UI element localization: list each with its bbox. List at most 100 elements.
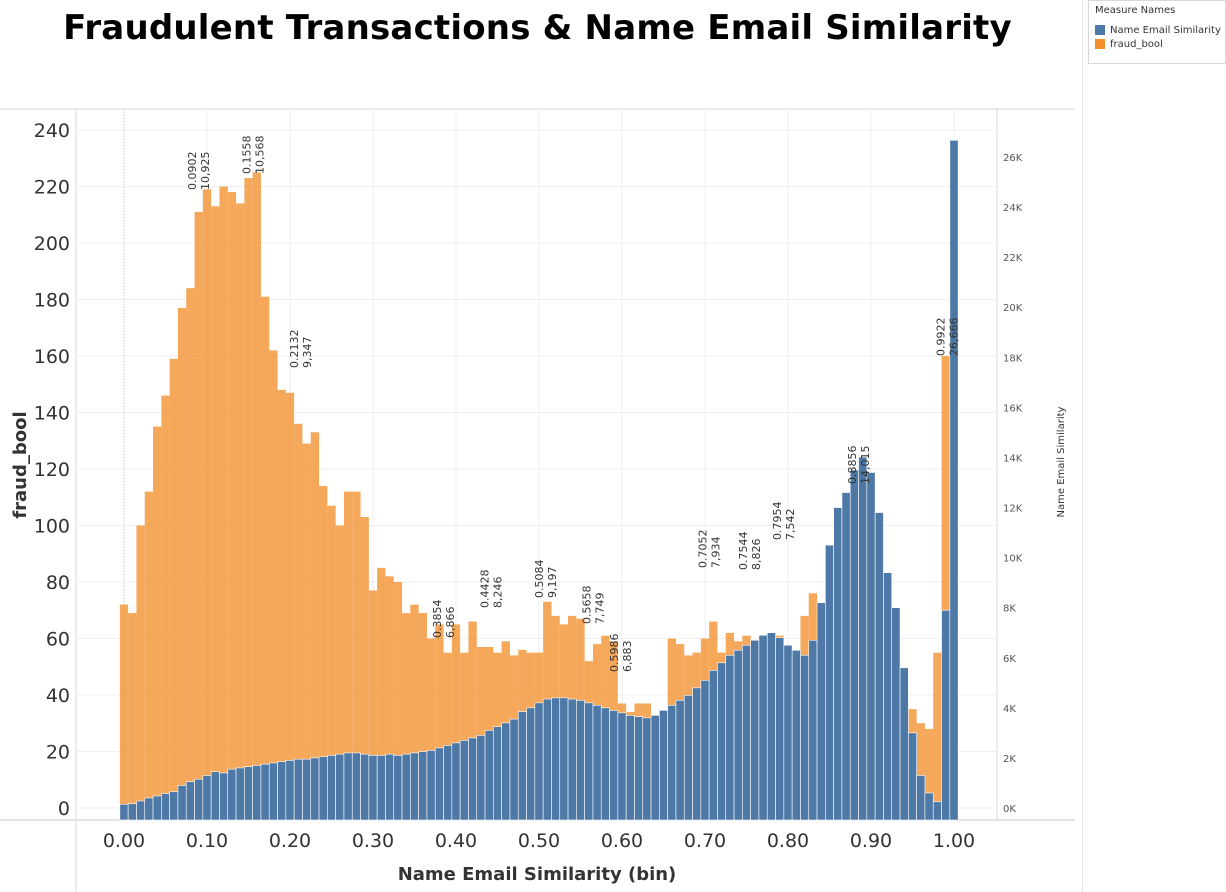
bar-name-email-similarity xyxy=(584,702,594,821)
data-label: 0.7954 xyxy=(771,502,784,541)
bar-fraud-bool xyxy=(393,582,403,820)
bar-fraud-bool xyxy=(194,211,203,821)
bar-name-email-similarity xyxy=(708,669,718,821)
bar-name-email-similarity xyxy=(891,607,901,821)
data-label: 0.7544 xyxy=(737,532,750,571)
bar-fraud-bool xyxy=(302,443,311,820)
bar-fraud-bool xyxy=(426,638,436,820)
data-label: 0.3854 xyxy=(431,600,444,639)
bar-fraud-bool xyxy=(335,525,344,820)
bar-fraud-bool xyxy=(941,356,950,820)
bar-fraud-bool xyxy=(153,426,162,821)
data-label: 0.2132 xyxy=(288,330,301,369)
bar-name-email-similarity xyxy=(310,757,320,821)
bar-name-email-similarity xyxy=(169,791,179,821)
chart-title: Fraudulent Transactions & Name Email Sim… xyxy=(63,8,1012,48)
bar-name-email-similarity xyxy=(659,710,668,821)
bar-fraud-bool xyxy=(136,525,145,820)
legend-item-name-email-similarity[interactable]: Name Email Similarity xyxy=(1089,23,1225,37)
y-left-tick-label: 120 xyxy=(34,459,70,481)
bar-name-email-similarity xyxy=(849,469,859,821)
bar-name-email-similarity xyxy=(210,771,220,821)
data-label: 8,826 xyxy=(750,539,763,571)
data-label: 6,866 xyxy=(444,607,457,639)
bar-name-email-similarity xyxy=(600,707,610,821)
y-right-tick-label: 4K xyxy=(1003,704,1016,715)
bar-name-email-similarity xyxy=(742,644,751,821)
bar-name-email-similarity xyxy=(252,765,262,821)
y-right-tick-label: 2K xyxy=(1003,754,1016,765)
bar-name-email-similarity xyxy=(277,761,287,821)
legend-title: Measure Names xyxy=(1095,5,1176,16)
bar-fraud-bool xyxy=(269,350,278,820)
bar-name-email-similarity xyxy=(177,785,187,821)
y-left-tick-label: 180 xyxy=(34,290,70,312)
bar-fraud-bool xyxy=(327,505,336,820)
data-label: 6,883 xyxy=(621,641,634,673)
bar-fraud-bool xyxy=(402,613,411,820)
bar-fraud-bool xyxy=(418,613,427,820)
bar-name-email-similarity xyxy=(385,753,395,821)
y-right-tick-label: 18K xyxy=(1003,353,1023,364)
data-label: 0.5986 xyxy=(608,634,621,673)
bar-name-email-similarity xyxy=(866,472,876,821)
bar-name-email-similarity xyxy=(368,755,378,821)
bar-name-email-similarity xyxy=(161,793,170,821)
legend-item-fraud-bool[interactable]: fraud_bool xyxy=(1089,37,1225,51)
y-right-axis-title: Name Email Similarity xyxy=(1056,406,1067,517)
bar-name-email-similarity xyxy=(185,781,195,821)
bar-fraud-bool xyxy=(186,288,195,820)
x-axis-title: Name Email Similarity (bin) xyxy=(398,864,677,885)
bar-name-email-similarity xyxy=(501,722,511,821)
legend-label: Name Email Similarity xyxy=(1110,24,1221,36)
bar-name-email-similarity xyxy=(675,700,685,821)
bar-name-email-similarity xyxy=(949,140,959,821)
bar-name-email-similarity xyxy=(692,687,702,821)
bar-fraud-bool xyxy=(460,652,469,821)
y-right-tick-label: 24K xyxy=(1003,203,1023,214)
y-right-tick-label: 20K xyxy=(1003,303,1023,314)
bar-name-email-similarity xyxy=(235,767,245,821)
bar-fraud-bool xyxy=(352,491,361,820)
x-tick-label: 0.70 xyxy=(684,830,726,852)
bar-name-email-similarity xyxy=(434,747,444,821)
data-label: 9,347 xyxy=(301,337,314,369)
y-left-tick-label: 0 xyxy=(58,798,70,820)
bar-fraud-bool xyxy=(285,392,295,820)
panel-divider xyxy=(1082,0,1083,892)
bar-name-email-similarity xyxy=(650,715,660,821)
bar-name-email-similarity xyxy=(443,745,453,821)
bar-name-email-similarity xyxy=(509,718,519,821)
bar-fraud-bool xyxy=(161,395,170,820)
bar-name-email-similarity xyxy=(833,507,843,821)
series-name-email-similarity xyxy=(119,140,959,821)
bar-name-email-similarity xyxy=(268,762,278,821)
x-tick-label: 0.90 xyxy=(850,830,892,852)
bar-fraud-bool xyxy=(443,652,452,821)
bar-name-email-similarity xyxy=(551,697,561,821)
bar-name-email-similarity xyxy=(567,698,577,821)
legend[interactable]: Measure Names Name Email Similarity frau… xyxy=(1088,0,1226,64)
bar-name-email-similarity xyxy=(293,758,303,821)
bar-name-email-similarity xyxy=(683,695,693,821)
bar-name-email-similarity xyxy=(335,753,345,821)
bar-fraud-bool xyxy=(294,423,303,820)
y-right-tick-label: 8K xyxy=(1003,604,1016,615)
bar-name-email-similarity xyxy=(476,735,486,821)
y-left-tick-label: 240 xyxy=(34,120,70,142)
bar-fraud-bool xyxy=(916,723,925,820)
bar-name-email-similarity xyxy=(534,702,544,821)
data-label: 8,246 xyxy=(492,577,505,609)
data-label: 0.5658 xyxy=(581,586,594,625)
bar-name-email-similarity xyxy=(916,775,926,821)
data-label: 0.5084 xyxy=(533,560,546,599)
y-left-tick-label: 40 xyxy=(46,685,70,707)
chart-canvas: 24022020018016014012010080604020026K24K2… xyxy=(0,108,1075,892)
bar-name-email-similarity xyxy=(858,456,868,821)
bar-fraud-bool xyxy=(244,178,253,820)
bar-name-email-similarity xyxy=(244,766,253,821)
bar-name-email-similarity xyxy=(517,711,527,821)
bar-fraud-bool xyxy=(377,567,386,821)
legend-swatch xyxy=(1095,25,1105,35)
bar-fraud-bool xyxy=(468,621,477,820)
